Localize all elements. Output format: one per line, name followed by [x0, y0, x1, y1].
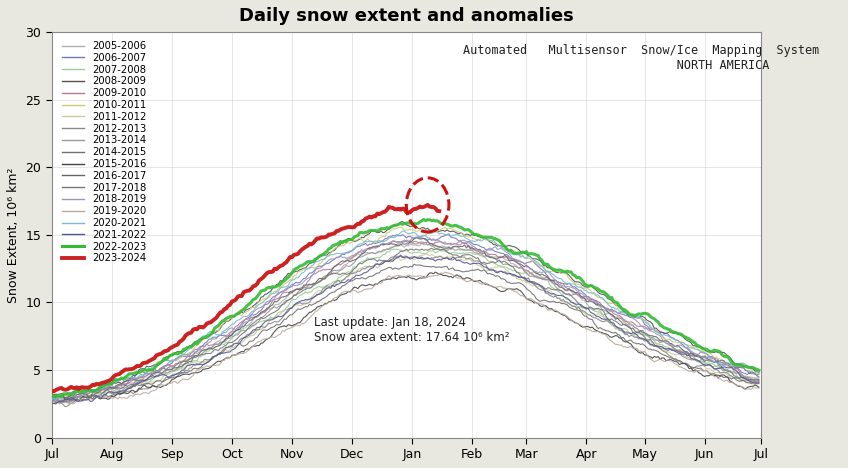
Legend: 2005-2006, 2006-2007, 2007-2008, 2008-2009, 2009-2010, 2010-2011, 2011-2012, 201: 2005-2006, 2006-2007, 2007-2008, 2008-20… — [60, 39, 148, 265]
Y-axis label: Snow Extent, 10⁶ km²: Snow Extent, 10⁶ km² — [7, 167, 20, 303]
Title: Daily snow extent and anomalies: Daily snow extent and anomalies — [239, 7, 574, 25]
Text: Automated   Multisensor  Snow/Ice  Mapping  System
                             : Automated Multisensor Snow/Ice Mapping S… — [463, 44, 819, 72]
Text: Last update: Jan 18, 2024
Snow area extent: 17.64 10⁶ km²: Last update: Jan 18, 2024 Snow area exte… — [314, 316, 510, 344]
